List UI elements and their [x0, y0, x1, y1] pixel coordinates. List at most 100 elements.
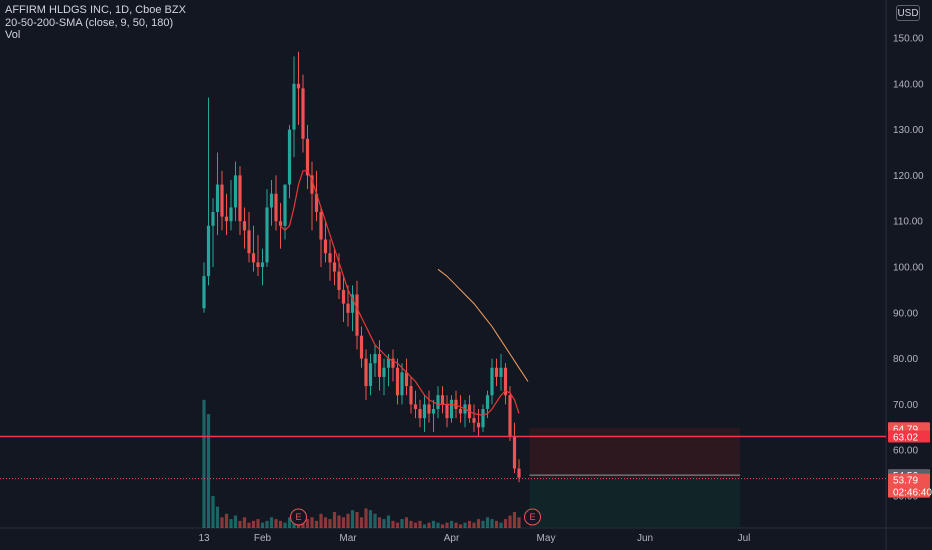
volume-bar [391, 520, 395, 528]
candle[interactable] [206, 225, 211, 277]
candle[interactable] [449, 399, 454, 419]
candle[interactable] [494, 367, 499, 377]
candle[interactable] [292, 83, 296, 130]
price-tick-label: 130.00 [893, 125, 924, 136]
candle[interactable] [431, 408, 436, 414]
candle[interactable] [274, 193, 278, 222]
sma-slow-line[interactable] [437, 268, 529, 382]
time-tick-label: Apr [444, 533, 460, 544]
reward-zone[interactable] [529, 478, 741, 528]
candle[interactable] [287, 129, 292, 185]
candle[interactable] [436, 395, 440, 409]
candle[interactable] [337, 271, 341, 290]
earnings-marker[interactable] [524, 508, 541, 526]
volume-bar [260, 522, 265, 528]
candle[interactable] [346, 303, 350, 313]
candle[interactable] [247, 230, 251, 254]
symbol-title[interactable]: AFFIRM HLDGS INC, 1D, Cboe BZX [5, 4, 186, 16]
candle[interactable] [427, 404, 431, 414]
candle[interactable] [305, 138, 310, 176]
candle[interactable] [445, 404, 449, 419]
candle[interactable] [350, 294, 355, 313]
candle[interactable] [359, 335, 364, 359]
candle[interactable] [404, 372, 409, 387]
candle[interactable] [229, 207, 233, 222]
candle[interactable] [260, 262, 265, 267]
volume-bar [229, 519, 233, 528]
candle[interactable] [224, 216, 229, 222]
candle[interactable] [332, 262, 337, 272]
candle[interactable] [296, 83, 301, 89]
candle[interactable] [215, 184, 220, 213]
volume-bar [247, 522, 251, 528]
candle[interactable] [211, 212, 215, 226]
indicator-label[interactable]: 20-50-200-SMA (close, 9, 50, 180) [5, 16, 174, 29]
volume-bar [485, 517, 490, 528]
candle[interactable] [269, 193, 274, 208]
candle[interactable] [373, 354, 377, 364]
candle[interactable] [454, 399, 458, 409]
volume-bar [382, 519, 386, 528]
candle[interactable] [364, 358, 368, 387]
candle[interactable] [440, 395, 445, 405]
volume-bar [431, 520, 436, 528]
candle[interactable] [382, 367, 386, 377]
candle[interactable] [220, 184, 224, 217]
volume-bar [206, 414, 211, 528]
candle[interactable] [391, 358, 395, 368]
candle[interactable] [490, 367, 494, 396]
volume-bar [242, 517, 247, 528]
candle[interactable] [476, 422, 481, 428]
volume-bar [310, 517, 314, 528]
volume-bar [211, 495, 215, 528]
candle[interactable] [400, 372, 404, 396]
candle[interactable] [409, 386, 413, 405]
candle[interactable] [508, 395, 512, 437]
candle[interactable] [472, 418, 476, 423]
candle[interactable] [377, 354, 382, 377]
candle[interactable] [485, 395, 490, 409]
candle[interactable] [395, 367, 400, 396]
volume-bar [350, 510, 355, 528]
candle[interactable] [328, 253, 332, 263]
candle[interactable] [512, 436, 517, 469]
candle[interactable] [368, 363, 373, 387]
candle[interactable] [341, 289, 346, 304]
candle[interactable] [314, 193, 319, 213]
candle[interactable] [265, 207, 269, 263]
volume-label[interactable]: Vol [5, 29, 21, 41]
candle[interactable] [481, 408, 485, 428]
candle[interactable] [458, 408, 463, 414]
candle[interactable] [202, 276, 206, 309]
candle[interactable] [238, 175, 242, 222]
candle[interactable] [233, 175, 238, 208]
candle[interactable] [242, 221, 247, 231]
candle[interactable] [413, 404, 418, 409]
candle[interactable] [355, 294, 359, 336]
candle[interactable] [517, 468, 521, 478]
earnings-marker[interactable] [290, 508, 307, 526]
sma-fast-line[interactable] [280, 170, 520, 417]
candle[interactable] [319, 212, 323, 240]
volume-bar [265, 520, 269, 528]
volume-bar [400, 519, 404, 528]
candle[interactable] [301, 88, 305, 139]
price-tick-label: 80.00 [893, 354, 918, 365]
volume-bar [319, 513, 323, 528]
candle[interactable] [386, 358, 391, 368]
candle[interactable] [256, 262, 260, 267]
candle[interactable] [310, 175, 314, 194]
candle[interactable] [418, 408, 422, 419]
candle[interactable] [283, 184, 287, 226]
candle[interactable] [251, 253, 256, 263]
currency-button[interactable]: USD [896, 5, 920, 21]
volume-bar [395, 522, 400, 528]
level-price-tag[interactable] [888, 430, 930, 443]
current-price-tag[interactable] [888, 473, 930, 498]
candle[interactable] [323, 239, 328, 254]
candle[interactable] [278, 221, 283, 226]
candle[interactable] [422, 404, 427, 419]
candle[interactable] [503, 367, 508, 396]
candle[interactable] [499, 367, 503, 377]
